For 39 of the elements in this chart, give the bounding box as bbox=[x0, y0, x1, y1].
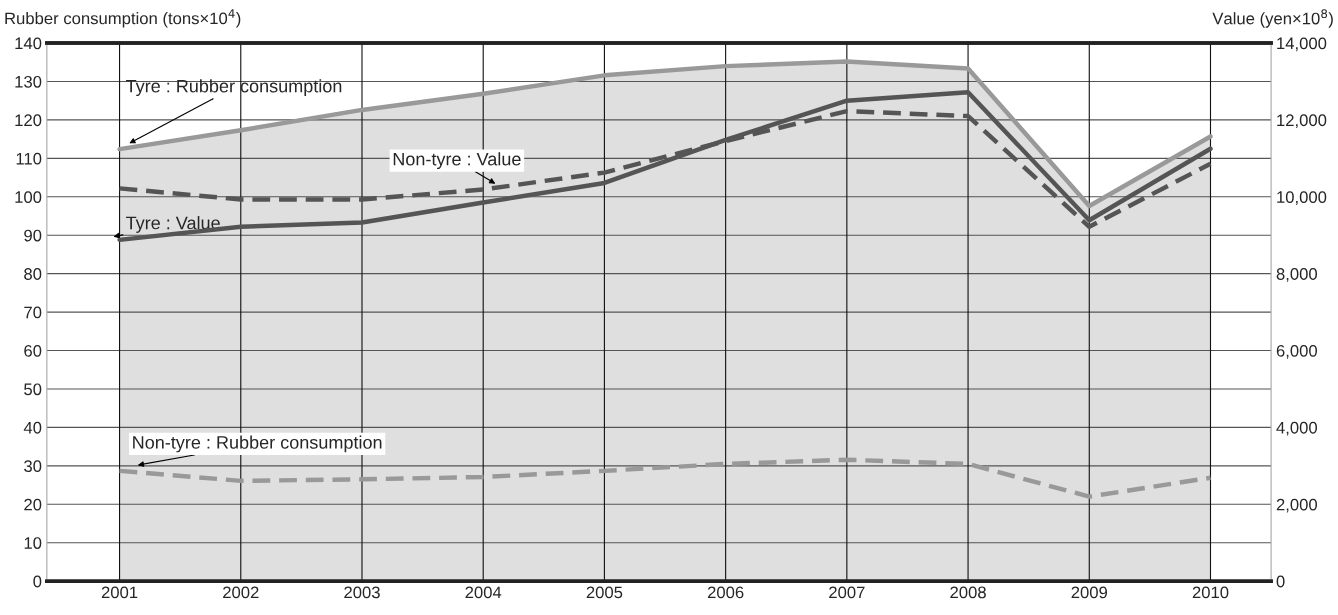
y2-tick-label: 2,000 bbox=[1276, 498, 1318, 513]
y-tick-label: 40 bbox=[23, 421, 42, 434]
y-tick-label: 90 bbox=[24, 229, 42, 242]
x-tick-label: 2009 bbox=[1071, 586, 1108, 599]
y-tick-label: 70 bbox=[24, 306, 42, 319]
x-tick-label: 2007 bbox=[829, 586, 865, 599]
y-tick-label: 0 bbox=[33, 575, 42, 588]
y-tick-label: 10 bbox=[24, 537, 42, 549]
line-series bbox=[117, 457, 1213, 499]
y-tick-label: 120 bbox=[15, 114, 42, 127]
y-tick-label: 130 bbox=[15, 75, 42, 88]
y-tick-label: 140 bbox=[15, 37, 42, 50]
y-tick-label: 20 bbox=[24, 498, 42, 511]
y2-tick-label: 8,000 bbox=[1276, 268, 1318, 282]
annotation: Tyre : Value bbox=[126, 216, 220, 233]
x-tick-label: 2010 bbox=[1192, 586, 1229, 599]
annotation: Non-tyre : Rubber consumption bbox=[133, 435, 382, 453]
y-tick-label: 110 bbox=[16, 152, 42, 165]
y2-tick-label: 4,000 bbox=[1276, 421, 1318, 436]
y-axis-title: Rubber consumption (tons×10$^{4}$) bbox=[5, 9, 241, 28]
x-tick-label: 2005 bbox=[586, 586, 623, 599]
y2-tick-label: 6,000 bbox=[1276, 344, 1318, 359]
x-tick-label: 2008 bbox=[950, 586, 986, 599]
y-tick-label: 100 bbox=[15, 191, 42, 203]
x-tick-label: 2003 bbox=[344, 586, 380, 599]
x-tick-label: 2004 bbox=[465, 586, 502, 599]
x-tick-label: 2002 bbox=[223, 586, 259, 599]
y-tick-label: 60 bbox=[24, 344, 42, 357]
y2-tick-label: 10,000 bbox=[1277, 191, 1327, 205]
y2-axis-title: Value (yen×10$^{8}$) bbox=[1212, 9, 1333, 28]
y2-tick-label: 14,000 bbox=[1277, 37, 1327, 52]
y2-tick-label: 0 bbox=[1276, 575, 1285, 588]
x-tick-label: 2006 bbox=[707, 586, 744, 599]
y2-tick-label: 12,000 bbox=[1277, 114, 1327, 129]
y-tick-label: 80 bbox=[24, 268, 42, 280]
y-tick-label: 30 bbox=[24, 460, 42, 473]
annotation: Non-tyre : Value bbox=[393, 152, 521, 170]
x-tick-label: 2001 bbox=[101, 586, 138, 599]
y-tick-label: 50 bbox=[24, 383, 42, 396]
